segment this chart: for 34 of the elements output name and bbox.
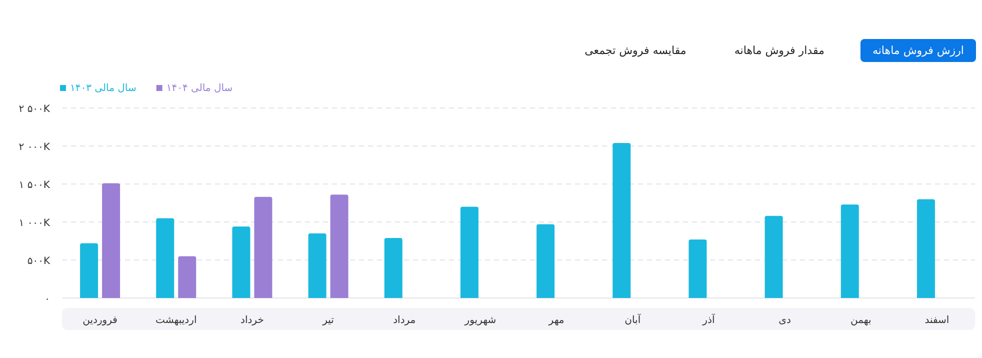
y-tick-label: ۱ ۰۰۰K <box>18 218 50 229</box>
bar <box>916 199 935 298</box>
x-tick-label: آذر <box>702 313 716 326</box>
x-tick-label: اسفند <box>924 315 950 326</box>
bar <box>688 239 707 298</box>
bar <box>460 206 478 298</box>
x-tick-label: بهمن <box>850 315 872 326</box>
bar <box>840 204 859 298</box>
bar <box>384 238 402 298</box>
bar <box>536 224 555 298</box>
bar <box>232 226 250 298</box>
bar <box>612 142 631 298</box>
y-tick-label: ۱ ۵۰۰K <box>18 180 50 191</box>
y-tick-label: ۲ ۵۰۰K <box>18 104 50 115</box>
x-tick-label: آبان <box>624 313 642 326</box>
bar <box>330 194 348 298</box>
x-tick-label: دی <box>778 315 791 326</box>
x-tick-label: خرداد <box>240 315 264 326</box>
bar <box>156 218 174 298</box>
bar <box>308 233 326 298</box>
x-tick-label: مهر <box>548 315 564 326</box>
bar <box>102 183 120 298</box>
bar <box>764 216 783 298</box>
y-tick-label: ۵۰۰K <box>27 256 50 267</box>
x-tick-label: شهریور <box>464 315 496 326</box>
bar <box>254 196 272 298</box>
bar <box>178 256 196 298</box>
x-tick-label: اردیبهشت <box>156 315 197 326</box>
x-tick-label: فروردین <box>82 315 118 326</box>
bar <box>80 243 98 298</box>
y-tick-label: ۲ ۰۰۰K <box>18 142 50 153</box>
x-tick-label: مرداد <box>393 315 416 326</box>
x-tick-label: تیر <box>322 315 334 326</box>
y-tick-label: ۰ <box>44 294 50 305</box>
